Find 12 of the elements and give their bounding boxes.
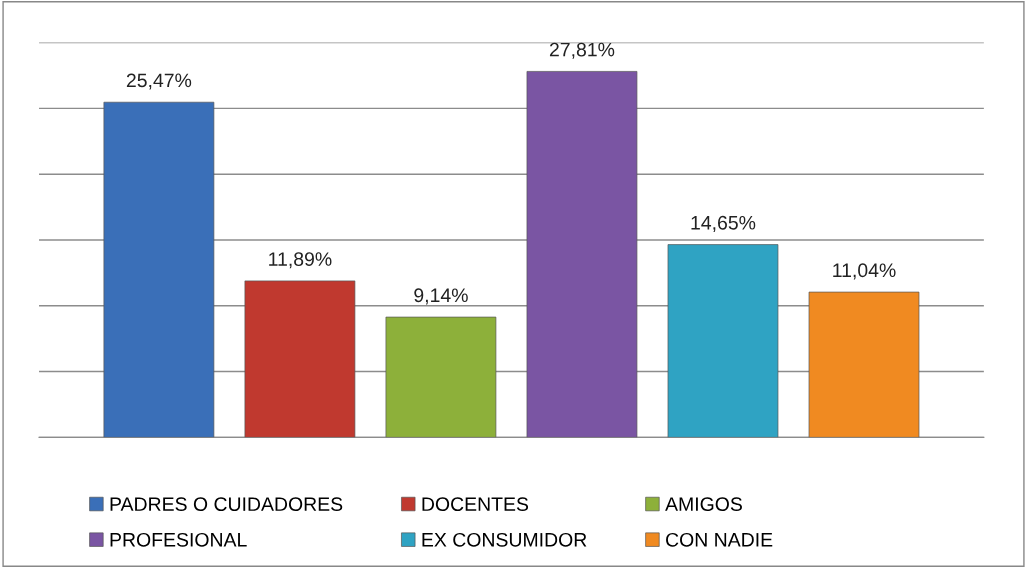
legend-label: AMIGOS	[665, 497, 742, 512]
legend-label: EX CONSUMIDOR	[422, 532, 587, 547]
data-label: 27,81%	[549, 42, 615, 59]
data-label: 25,47%	[126, 73, 192, 90]
data-label: 9,14%	[414, 288, 468, 305]
data-label: 11,89%	[269, 252, 332, 269]
data-label: 14,65%	[691, 215, 756, 232]
legend-label: DOCENTES	[422, 497, 529, 512]
legend-label: CON NADIE	[666, 532, 773, 547]
data-label: 11,04%	[833, 263, 896, 280]
legend-label: PROFESIONAL	[110, 532, 247, 547]
legend-label: PADRES O CUIDADORES	[110, 497, 343, 512]
